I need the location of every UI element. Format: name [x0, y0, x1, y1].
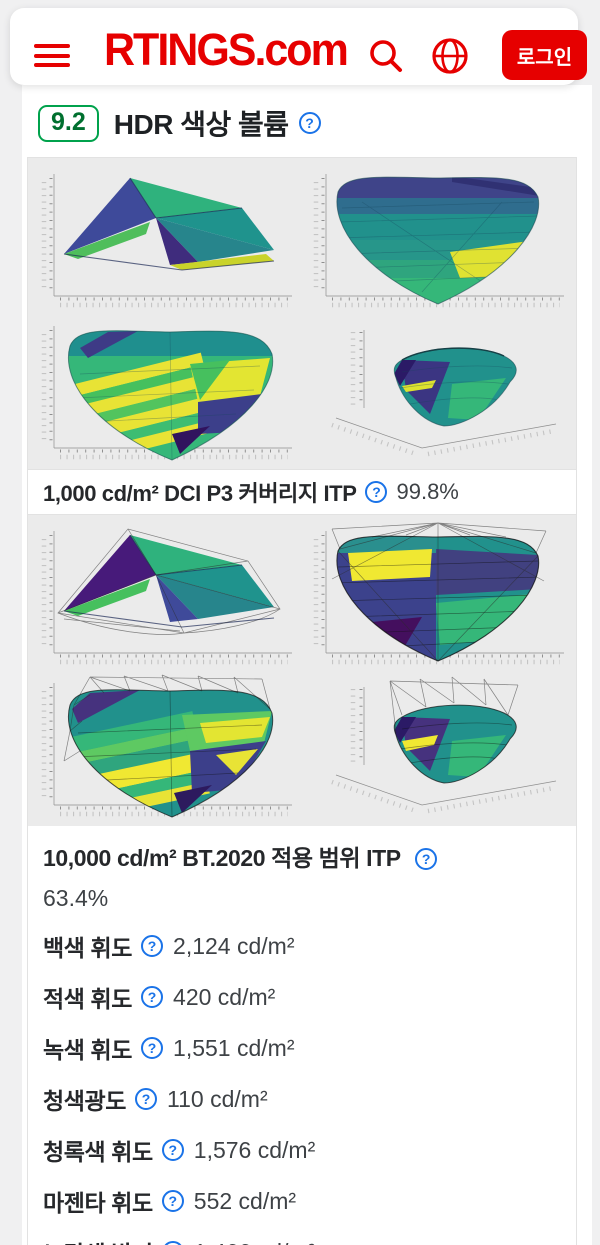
result-row-bt2020-coverage: 10,000 cd/m² BT.2020 적용 범위 ITP ? 63.4% — [43, 839, 561, 912]
test-results-table: 1,000 cd/m² DCI P3 커버리지 ITP ? 99.8% — [27, 157, 577, 1245]
login-button[interactable]: 로그인 — [502, 30, 587, 80]
measurement-value: 552 cd/m² — [193, 1187, 297, 1214]
help-icon[interactable]: ? — [365, 481, 388, 503]
measurement-row-white-luminance: 백색 휘도 ? 2,124 cd/m² — [43, 929, 561, 963]
color-volume-figure-1000[interactable] — [28, 158, 576, 469]
plot-3d-view — [331, 330, 557, 457]
measurement-value: 1,466 cd/m² — [194, 1239, 315, 1245]
content-card: 9.2 HDR 색상 볼륨 ? — [22, 85, 592, 1245]
help-icon[interactable]: ? — [298, 112, 321, 134]
menu-button[interactable] — [34, 44, 70, 68]
measurement-label: 백색 휘도 — [43, 935, 133, 961]
measurement-value: 1,551 cd/m² — [173, 1034, 295, 1061]
measurement-label: 녹색 휘도 — [43, 1037, 133, 1063]
plot-front-view-wireframe — [313, 522, 564, 665]
plot-front-view — [313, 174, 564, 308]
language-button[interactable] — [430, 36, 470, 76]
result-value: 63.4% — [43, 885, 109, 911]
help-icon[interactable]: ? — [141, 935, 164, 957]
color-volume-figure-10000-bt2020[interactable] — [28, 515, 576, 826]
section-title: HDR 색상 볼륨 — [113, 109, 289, 140]
plot-top-view-wireframe — [41, 528, 292, 665]
search-icon — [370, 40, 402, 72]
measurement-value: 1,576 cd/m² — [193, 1136, 316, 1163]
plot-side-view — [41, 326, 292, 461]
search-button[interactable] — [366, 36, 406, 76]
result-value: 99.8% — [396, 479, 459, 504]
measurement-value: 420 cd/m² — [173, 983, 276, 1010]
measurement-label: 청색광도 — [43, 1088, 127, 1114]
help-icon[interactable]: ? — [135, 1088, 158, 1110]
plot-3d-view-wireframe — [331, 676, 557, 814]
help-icon[interactable]: ? — [161, 1190, 184, 1212]
test-section-header: 9.2 HDR 색상 볼륨 ? — [22, 85, 592, 157]
help-icon[interactable]: ? — [141, 1037, 164, 1059]
plot-side-view-wireframe — [41, 674, 292, 818]
measurement-label: 마젠타 휘도 — [43, 1190, 153, 1216]
measurement-row-magenta-luminance: 마젠타 휘도 ? 552 cd/m² — [43, 1184, 561, 1218]
help-icon[interactable]: ? — [415, 848, 438, 870]
measurement-row-blue-luminance: 청색광도 ? 110 cd/m² — [43, 1082, 561, 1116]
score-badge: 9.2 — [38, 104, 99, 142]
measurement-label: 청록색 휘도 — [43, 1139, 153, 1165]
measurement-label: 적색 휘도 — [43, 986, 133, 1012]
hamburger-icon — [34, 44, 70, 48]
measurement-row-red-luminance: 적색 휘도 ? 420 cd/m² — [43, 980, 561, 1014]
site-header: RTINGS.com 로그인 — [10, 8, 587, 85]
measurement-value: 110 cd/m² — [167, 1085, 268, 1112]
result-row-dcip3-coverage: 1,000 cd/m² DCI P3 커버리지 ITP ? 99.8% — [28, 469, 576, 515]
globe-icon — [432, 38, 468, 74]
site-logo[interactable]: RTINGS.com — [104, 24, 349, 76]
help-icon[interactable]: ? — [161, 1241, 184, 1245]
measurement-value: 2,124 cd/m² — [173, 932, 295, 959]
help-icon[interactable]: ? — [141, 986, 164, 1008]
result-label: 10,000 cd/m² BT.2020 적용 범위 ITP — [43, 845, 401, 871]
measurement-row-cyan-luminance: 청록색 휘도 ? 1,576 cd/m² — [43, 1133, 561, 1167]
plot-top-view — [41, 174, 292, 308]
help-icon[interactable]: ? — [161, 1139, 184, 1161]
measurement-row-yellow-luminance: 노란색 밝기 ? 1,466 cd/m² — [43, 1235, 561, 1245]
measurement-row-green-luminance: 녹색 휘도 ? 1,551 cd/m² — [43, 1031, 561, 1065]
measurements-panel: 10,000 cd/m² BT.2020 적용 범위 ITP ? 63.4% 백… — [28, 826, 576, 1245]
result-label: 1,000 cd/m² DCI P3 커버리지 ITP — [43, 481, 357, 506]
measurement-label: 노란색 밝기 — [43, 1235, 153, 1245]
